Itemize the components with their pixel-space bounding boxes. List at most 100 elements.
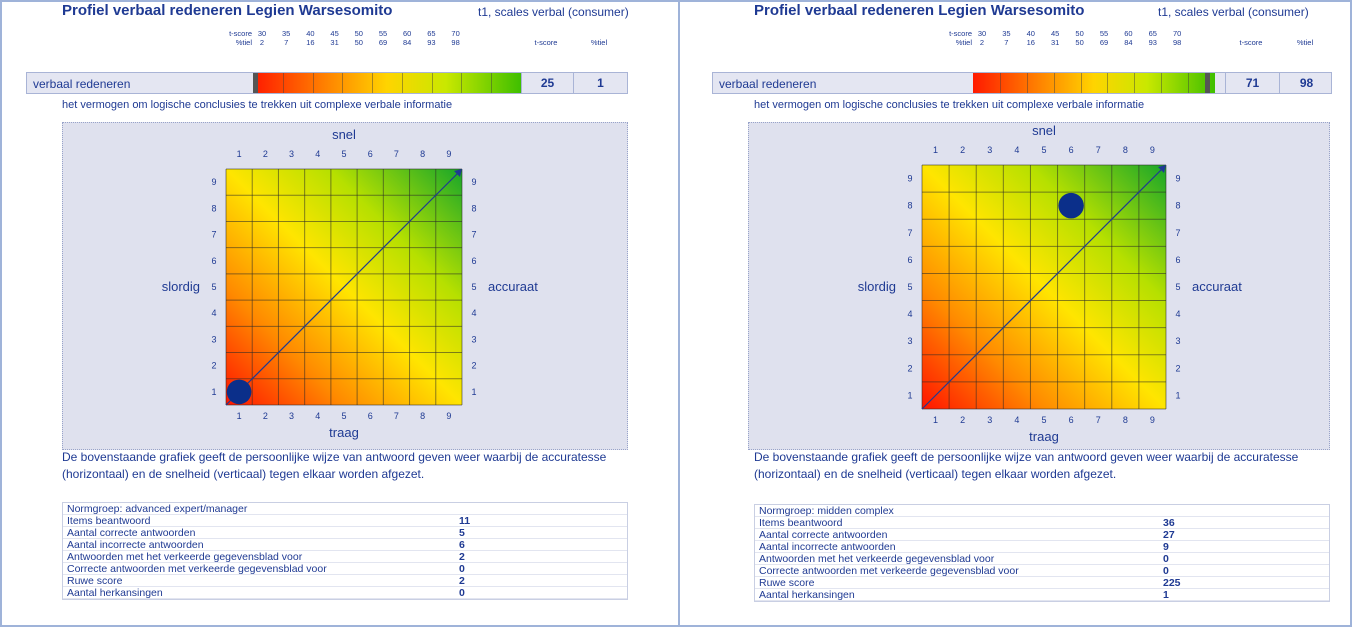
stat-label: Antwoorden met het verkeerde gegevensbla… (67, 551, 303, 563)
scale-tick (1080, 73, 1082, 93)
top-tick-label: 1 (933, 145, 938, 155)
axis-label-bottom: traag (1029, 429, 1059, 444)
right-tick-label: 6 (1175, 255, 1180, 265)
scale-header: t-score %tiel 30 2 35 7 40 16 45 31 50 50 55 69 60 84 65… (680, 2, 1352, 47)
tscore-column-header: t-score (1239, 38, 1263, 47)
right-tick-label: 6 (471, 256, 476, 266)
tscore-tick-label: 70 (451, 29, 460, 38)
right-tick-label: 5 (471, 282, 476, 292)
axis-label-left: slordig (858, 279, 896, 294)
scale-tick (491, 73, 493, 93)
report-subtitle: t1, scales verbal (consumer) (1158, 5, 1309, 19)
scale-tick (1161, 73, 1163, 93)
top-tick-label: 3 (289, 149, 294, 159)
scale-tick (372, 73, 374, 93)
axis-label-left: slordig (162, 279, 200, 294)
norm-group-row: Normgroep: midden complex (755, 505, 1329, 517)
tscore-tick-label: 50 (354, 29, 363, 38)
tscore-row-label: t-score (949, 29, 972, 38)
stats-row: Aantal incorrecte antwoorden 6 (63, 539, 627, 551)
stat-value: 9 (1163, 541, 1169, 553)
scale-tick (461, 73, 463, 93)
bottom-tick-label: 7 (1096, 415, 1101, 425)
top-tick-label: 4 (1014, 145, 1019, 155)
diagonal-arrowhead (1158, 165, 1166, 173)
top-tick-label: 7 (394, 149, 399, 159)
tscore-tick-label: 30 (257, 29, 267, 38)
bottom-tick-label: 9 (446, 411, 451, 421)
scale-tick (1188, 73, 1190, 93)
stat-label: Items beantwoord (67, 515, 151, 527)
stats-row: Aantal correcte antwoorden 27 (755, 529, 1329, 541)
tscore-tick-label: 60 (1124, 29, 1133, 38)
stats-row: Items beantwoord 11 (63, 515, 627, 527)
stats-row: Correcte antwoorden met verkeerde gegeve… (63, 563, 627, 575)
left-tick-label: 2 (907, 363, 912, 373)
scale-row: verbaal redeneren 71 98 (712, 72, 1332, 94)
tscore-tick-label: 70 (1173, 29, 1182, 38)
norm-group-label: Normgroep: advanced expert/manager (67, 503, 248, 515)
bottom-tick-label: 1 (933, 415, 938, 425)
tscore-tick-label: 60 (403, 29, 412, 38)
percentile-tick-label: 16 (306, 38, 315, 47)
stat-value: 27 (1163, 529, 1175, 541)
percentile-tick-label: 69 (378, 38, 388, 47)
left-tick-label: 7 (907, 228, 912, 238)
report-subtitle: t1, scales verbal (consumer) (478, 5, 629, 19)
tscore-tick-label: 50 (1075, 29, 1084, 38)
stat-value: 0 (459, 563, 465, 575)
right-tick-label: 8 (471, 203, 476, 213)
stats-row: Ruwe score 2 (63, 575, 627, 587)
tscore-tick-label: 30 (977, 29, 987, 38)
bottom-tick-label: 4 (1014, 415, 1019, 425)
stat-label: Aantal correcte antwoorden (67, 527, 196, 539)
top-tick-label: 2 (960, 145, 965, 155)
stat-value: 225 (1163, 577, 1181, 589)
left-tick-label: 2 (211, 361, 216, 371)
right-tick-label: 4 (471, 308, 476, 318)
left-tick-label: 8 (211, 203, 216, 213)
left-tick-label: 1 (211, 387, 216, 397)
scale-gradient-bar (253, 73, 521, 93)
top-tick-label: 2 (263, 149, 268, 159)
scale-tick (312, 73, 314, 93)
bottom-tick-label: 5 (341, 411, 346, 421)
bottom-tick-label: 2 (263, 411, 268, 421)
percentile-tick-label: 84 (403, 38, 412, 47)
stat-label: Antwoorden met het verkeerde gegevensbla… (759, 553, 995, 565)
stats-row: Aantal incorrecte antwoorden 9 (755, 541, 1329, 553)
axis-label-top: snel (332, 127, 356, 142)
stat-value: 5 (459, 527, 465, 539)
tscore-tick-label: 35 (1002, 29, 1011, 38)
scale-tick (1026, 73, 1028, 93)
scale-header: t-score %tiel 30 2 35 7 40 16 45 31 50 50 55 69 60 84 65… (0, 2, 676, 47)
stats-row: Antwoorden met het verkeerde gegevensbla… (63, 551, 627, 563)
norm-group-row: Normgroep: advanced expert/manager (63, 503, 627, 515)
top-tick-label: 9 (446, 149, 451, 159)
percentile-tick-label: 2 (259, 38, 265, 47)
bottom-tick-label: 6 (1069, 415, 1074, 425)
scale-tick (1107, 73, 1109, 93)
stat-label: Ruwe score (67, 575, 123, 587)
tscore-tick-label: 55 (378, 29, 388, 38)
left-tick-label: 9 (907, 174, 912, 184)
scale-tick (431, 73, 433, 93)
percentile-column-header: %tiel (1296, 38, 1314, 47)
stat-value: 2 (459, 575, 465, 587)
tscore-tick-label: 45 (330, 29, 339, 38)
scale-tick (1134, 73, 1136, 93)
top-tick-label: 5 (1041, 145, 1046, 155)
right-tick-label: 4 (1175, 309, 1180, 319)
stats-table: Normgroep: advanced expert/manager Items … (62, 502, 628, 600)
scale-tick (401, 73, 403, 93)
speed-accuracy-chart: 1 1 1 1 2 2 2 2 3 3 3 3 4 4 4 4 5 5 5 5 6 6 6 6 7 7 7 7 8 8 8 8 9 9 9 9 snel… (62, 122, 628, 450)
diagonal-arrowhead (454, 169, 462, 177)
stats-row: Antwoorden met het verkeerde gegevensbla… (755, 553, 1329, 565)
stat-value: 1 (1163, 589, 1169, 601)
bottom-tick-label: 7 (394, 411, 399, 421)
top-tick-label: 1 (237, 149, 242, 159)
tscore-column-header: t-score (534, 38, 558, 47)
tscore-row-label: t-score (229, 29, 252, 38)
scale-name: verbaal redeneren (33, 77, 131, 91)
